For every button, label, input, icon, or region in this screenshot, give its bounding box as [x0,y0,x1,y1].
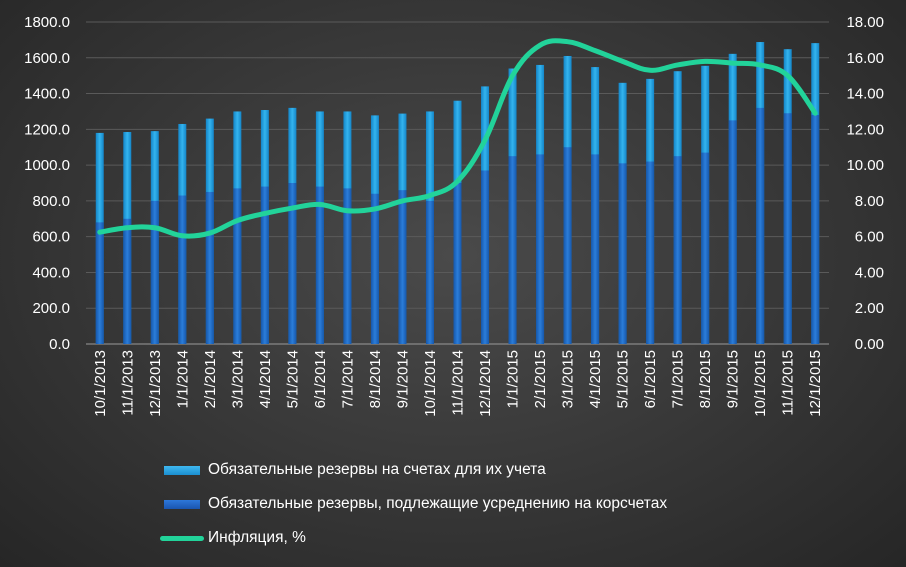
bar-averaged-reserves [701,152,710,344]
y2-tick-label: 18.00 [846,14,884,31]
y-tick-label: 1000.0 [24,157,70,174]
y-axis-left: 0.0 200.0 400.0 600.0 800.0 1000.0 1200.0 1400.… [24,14,70,353]
bar-averaged-reserves [95,222,104,344]
x-tick-label: 9/1/2015 [725,350,742,408]
y-tick-label: 0.0 [49,336,70,353]
x-tick-label: 12/1/2014 [477,350,494,417]
y2-tick-label: 0.00 [855,336,884,353]
x-tick-label: 2/1/2015 [532,350,549,408]
bar-averaged-reserves [453,183,462,344]
x-tick-label: 11/1/2015 [780,350,797,416]
x-tick-label: 2/1/2014 [202,350,219,408]
bar-averaged-reserves [370,193,379,344]
y-axis-right: 0.00 2.00 4.00 6.00 8.00 10.00 12.00 14.00 16.00… [846,14,884,353]
y-tick-label: 200.0 [32,300,70,317]
x-tick-label: 10/1/2013 [92,350,109,417]
legend-label: Обязательные резервы, подлежащие усредне… [208,495,668,512]
y2-tick-label: 6.00 [855,229,884,246]
x-axis: 10/1/2013 11/1/2013 12/1/2013 1/1/2014 2/1/2… [92,350,824,417]
bar-averaged-reserves [205,191,214,344]
bar-averaged-reserves [398,190,407,344]
legend: Обязательные резервы на счетах для их уч… [160,455,860,557]
x-tick-label: 7/1/2014 [339,350,356,408]
legend-item-inflation: Инфляция, % [160,523,860,557]
line-layer [97,38,818,239]
bar-averaged-reserves [178,195,187,344]
x-tick-label: 3/1/2015 [560,350,577,408]
y2-tick-label: 14.00 [846,86,884,103]
bar-averaged-reserves [811,115,820,345]
x-tick-label: 10/1/2014 [422,350,439,417]
bar-averaged-reserves [591,154,600,344]
bars-layer [95,42,820,345]
legend-swatch-light-blue [164,466,200,475]
x-tick-label: 9/1/2014 [394,350,411,408]
y-tick-label: 1200.0 [24,121,70,138]
x-tick-label: 8/1/2014 [367,350,384,408]
y2-tick-label: 4.00 [855,264,884,281]
x-tick-label: 3/1/2014 [229,350,246,408]
bar-averaged-reserves [260,186,269,344]
bar-averaged-reserves [425,200,434,344]
y-tick-label: 1400.0 [24,86,70,103]
bar-averaged-reserves [123,218,132,344]
bar-averaged-reserves [343,188,352,344]
x-tick-label: 8/1/2015 [697,350,714,408]
x-tick-label: 7/1/2015 [670,350,687,408]
x-tick-label: 11/1/2013 [119,350,136,416]
x-tick-label: 12/1/2015 [807,350,824,417]
bar-averaged-reserves [783,113,792,344]
x-tick-label: 6/1/2015 [642,350,659,408]
x-tick-label: 4/1/2015 [587,350,604,408]
x-tick-label: 12/1/2013 [147,350,164,417]
bar-averaged-reserves [563,147,572,344]
bar-averaged-reserves [315,186,324,344]
y-tick-label: 1600.0 [24,50,70,67]
y-tick-label: 1800.0 [24,14,70,31]
y-tick-label: 400.0 [32,264,70,281]
legend-label: Инфляция, % [208,529,306,546]
x-tick-label: 5/1/2015 [615,350,632,408]
bar-averaged-reserves [508,156,517,344]
x-tick-label: 4/1/2014 [257,350,274,408]
bar-averaged-reserves [233,188,242,344]
bar-averaged-reserves [150,200,159,344]
legend-swatch-dark-blue [164,500,200,509]
bar-averaged-reserves [618,163,627,344]
y-tick-label: 800.0 [32,193,70,210]
x-tick-label: 1/1/2014 [174,350,191,408]
x-tick-label: 11/1/2014 [450,350,467,416]
legend-item-averaged-reserves: Обязательные резервы, подлежащие усредне… [160,489,860,523]
y2-tick-label: 16.00 [846,50,884,67]
x-tick-label: 6/1/2014 [312,350,329,408]
x-tick-label: 10/1/2015 [752,350,769,417]
y-tick-label: 600.0 [32,229,70,246]
legend-label: Обязательные резервы на счетах для их уч… [208,461,546,478]
y2-tick-label: 12.00 [846,121,884,138]
y2-tick-label: 8.00 [855,193,884,210]
bar-averaged-reserves [673,156,682,344]
y2-tick-label: 10.00 [846,157,884,174]
x-tick-label: 1/1/2015 [505,350,522,408]
bar-averaged-reserves [756,107,765,344]
y2-tick-label: 2.00 [855,300,884,317]
legend-line-green [160,536,204,541]
bar-averaged-reserves [481,170,490,344]
bar-averaged-reserves [728,120,737,344]
bar-averaged-reserves [536,154,545,344]
legend-item-mandatory-reserves: Обязательные резервы на счетах для их уч… [160,455,860,489]
x-tick-label: 5/1/2014 [284,350,301,408]
bar-averaged-reserves [288,183,297,344]
bar-averaged-reserves [646,161,655,344]
